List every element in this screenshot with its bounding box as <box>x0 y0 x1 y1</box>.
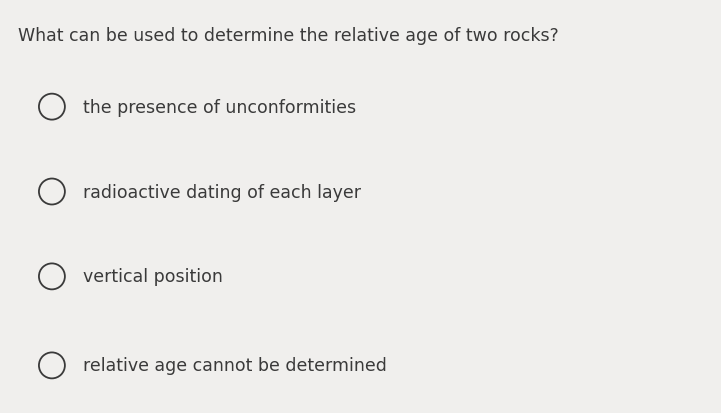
Text: What can be used to determine the relative age of two rocks?: What can be used to determine the relati… <box>18 27 559 45</box>
Text: relative age cannot be determined: relative age cannot be determined <box>83 356 386 375</box>
Text: vertical position: vertical position <box>83 268 223 286</box>
Text: the presence of unconformities: the presence of unconformities <box>83 98 356 116</box>
Text: radioactive dating of each layer: radioactive dating of each layer <box>83 183 361 201</box>
